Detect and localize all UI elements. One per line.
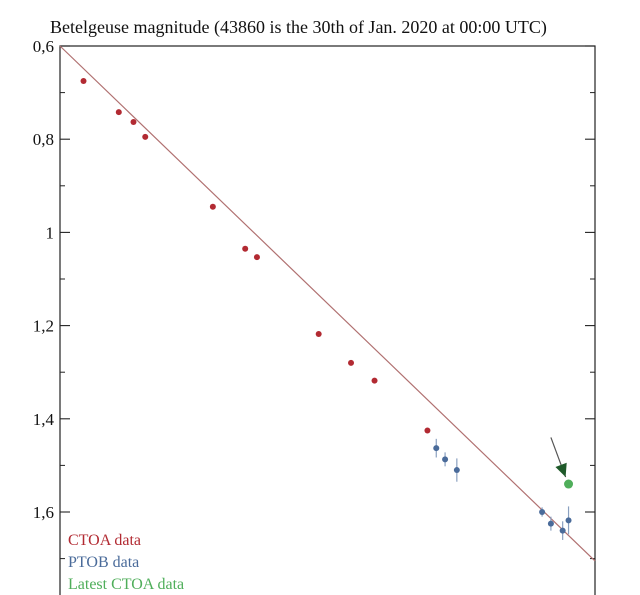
data-point [242,245,249,252]
data-point [115,109,122,116]
series-2 [564,479,574,489]
legend: CTOA data PTOB data Latest CTOA data [68,532,184,593]
data-point [547,520,554,527]
data-point [433,445,440,452]
y-tick-label: 1,6 [33,503,54,522]
data-point [539,509,546,515]
series-0 [80,77,431,434]
data-point [348,359,355,366]
y-tick-label: 0,6 [33,37,54,56]
data-point [453,467,460,474]
data-point [209,203,216,210]
series-1 [433,438,572,540]
y-tick-label: 1,2 [33,317,54,336]
data-point [442,456,449,463]
y-tick-label: 0,8 [33,130,54,149]
legend-entry: PTOB data [68,554,139,571]
chart-title: Betelgeuse magnitude (43860 is the 30th … [50,17,547,38]
trend-line [59,45,596,562]
arrow-head [555,462,567,478]
data-point [424,427,431,434]
trend-line-group [59,45,596,562]
plot-area-frame [59,45,596,595]
data-point [564,479,574,489]
annotations [550,437,567,478]
data-point [371,377,378,384]
y-axis: 0,6 0,8 1 1,2 1,4 1,6 [33,37,595,560]
data-point [565,517,572,524]
data-point [315,330,322,337]
data-point [559,527,566,534]
y-tick-label: 1,4 [33,410,55,429]
legend-entry: CTOA data [68,532,141,549]
data-series [80,77,574,540]
y-tick-label: 1 [46,223,55,242]
data-point [80,77,87,84]
data-point [142,133,149,140]
legend-entry: Latest CTOA data [68,576,184,593]
data-point [253,254,260,261]
data-point [130,118,137,125]
